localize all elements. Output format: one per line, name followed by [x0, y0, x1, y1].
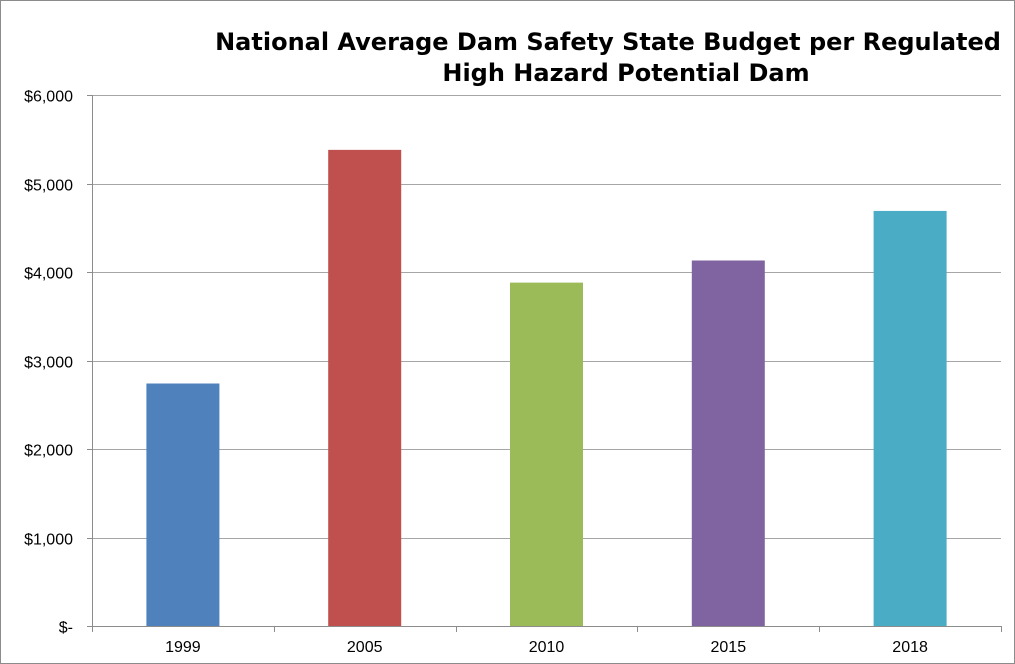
- x-tick-label: 2005: [347, 639, 383, 656]
- y-tick-label: $5,000: [24, 178, 73, 195]
- y-tick-label: $-: [59, 620, 73, 637]
- bar-2015: [691, 260, 765, 626]
- x-tick-label: 2015: [711, 639, 747, 656]
- bar-2018: [873, 210, 947, 626]
- tick-labels: $- $1,000 $2,000 $3,000 $4,000 $5,000 $6,000 19…: [24, 89, 928, 657]
- bar-2005: [328, 149, 402, 626]
- chart-title-line-2: High Hazard Potential Dam: [442, 59, 810, 87]
- bar-2010: [510, 282, 583, 626]
- bars: [146, 149, 947, 626]
- chart-title-line-1: National Average Dam Safety State Budget…: [215, 28, 1001, 56]
- y-tick-label: $4,000: [24, 266, 73, 283]
- chart-title: National Average Dam Safety State Budget…: [211, 27, 1001, 89]
- y-tick-label: $3,000: [24, 355, 73, 372]
- x-tick-label: 2018: [892, 639, 928, 656]
- y-tick-label: $6,000: [24, 89, 73, 106]
- y-tick-label: $1,000: [24, 532, 73, 549]
- bar-1999: [146, 383, 220, 626]
- x-tick-label: 1999: [165, 639, 201, 656]
- x-tick-label: 2010: [529, 639, 565, 656]
- y-tick-label: $2,000: [24, 443, 73, 460]
- axes: [87, 95, 1002, 632]
